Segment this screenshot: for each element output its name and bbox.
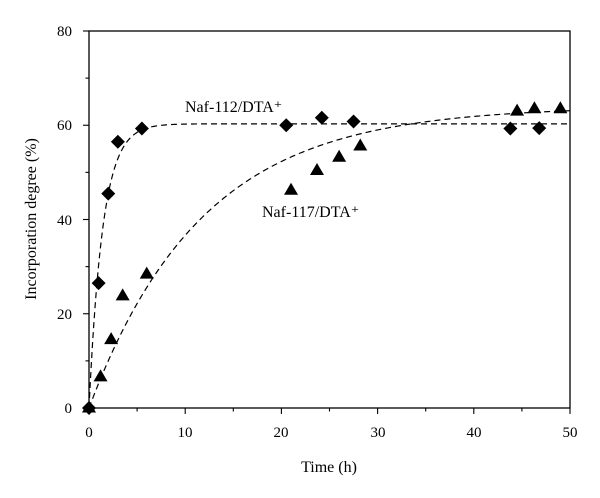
y-tick-label: 0	[65, 401, 73, 417]
y-tick-label: 60	[57, 118, 72, 134]
series-annotation-naf112: Naf-112/DTA⁺	[185, 99, 282, 116]
x-tick-label: 30	[371, 425, 386, 441]
diamond-marker	[110, 134, 125, 149]
fit-curves	[88, 110, 571, 409]
diamond-marker	[346, 114, 361, 129]
y-axis-label: Incorporation degree (%)	[23, 138, 40, 300]
triangle-marker	[104, 332, 119, 345]
diamond-marker	[503, 121, 518, 136]
x-tick-label: 0	[85, 425, 93, 441]
fit-curve-naf117	[88, 110, 571, 409]
plot-frame	[88, 30, 571, 409]
diamond-marker	[101, 186, 116, 201]
x-tick-label: 20	[274, 425, 289, 441]
series-annotation-naf117: Naf-117/DTA⁺	[262, 204, 359, 221]
axis-ticks	[83, 30, 571, 414]
y-tick-label: 80	[57, 24, 72, 40]
triangle-marker	[139, 266, 154, 279]
x-tick-label: 50	[563, 425, 578, 441]
x-tick-label: 40	[467, 425, 482, 441]
diamond-marker	[91, 276, 106, 291]
diamond-marker	[279, 118, 294, 133]
triangle-marker	[527, 101, 542, 114]
diamond-marker	[134, 121, 149, 136]
fit-curve-naf112	[88, 123, 570, 409]
triangle-marker	[284, 182, 299, 195]
triangle-marker	[553, 101, 568, 114]
triangle-marker	[93, 369, 108, 382]
diamond-marker	[314, 110, 329, 125]
triangle-marker	[332, 149, 347, 162]
x-axis-label: Time (h)	[301, 459, 357, 476]
x-tick-label: 10	[178, 425, 193, 441]
y-tick-label: 20	[57, 307, 72, 323]
triangle-marker	[353, 138, 368, 151]
diamond-marker	[532, 121, 547, 136]
data-points	[82, 101, 568, 415]
triangle-marker	[510, 103, 525, 116]
y-tick-label: 40	[57, 213, 72, 229]
triangle-marker	[309, 162, 324, 175]
triangle-marker	[115, 288, 130, 301]
